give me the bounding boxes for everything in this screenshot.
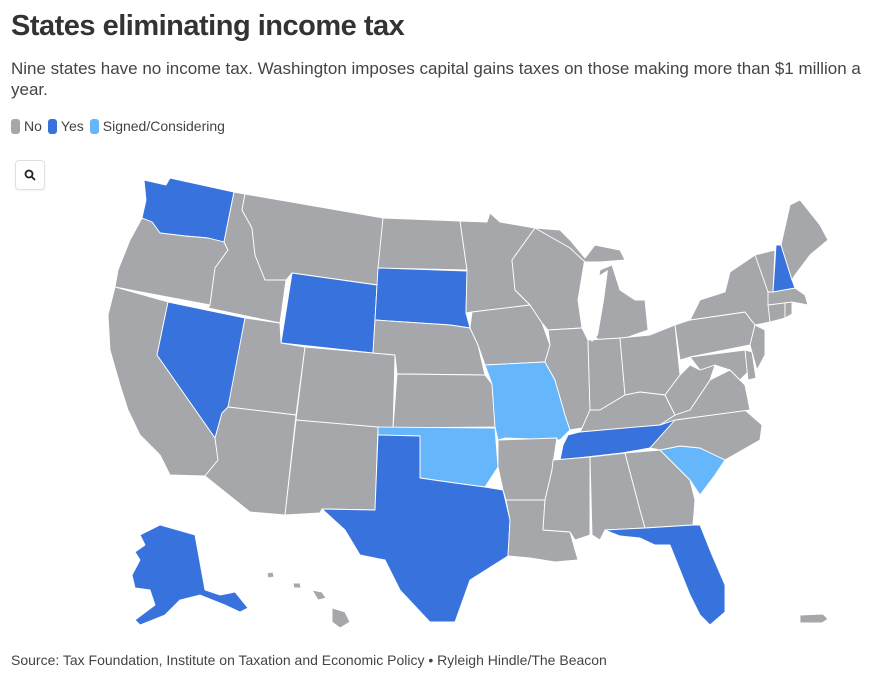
state-alaska[interactable] <box>131 524 249 626</box>
state-colorado[interactable] <box>295 346 396 431</box>
state-mississippi[interactable] <box>542 456 591 541</box>
legend-item-yes[interactable]: Yes <box>47 118 84 134</box>
state-texas[interactable] <box>321 434 511 623</box>
state-hawaii-maui[interactable] <box>311 589 327 601</box>
state-south-dakota[interactable] <box>374 267 471 329</box>
legend-label-signed-considering: Signed/Considering <box>102 118 225 134</box>
state-maine[interactable] <box>780 199 829 281</box>
chart-subtitle: Nine states have no income tax. Washingt… <box>11 59 861 99</box>
legend-swatch-signed-considering <box>89 118 99 134</box>
legend-swatch-no <box>11 118 20 134</box>
states-layer <box>107 177 829 629</box>
zoom-button[interactable] <box>15 160 45 190</box>
legend-item-no[interactable]: No <box>11 118 42 134</box>
state-rhode-island[interactable] <box>784 301 793 319</box>
state-florida[interactable] <box>604 524 726 626</box>
legend-item-signed-considering[interactable]: Signed/Considering <box>89 118 225 134</box>
state-new-mexico[interactable] <box>284 419 379 516</box>
state-kansas[interactable] <box>392 373 496 429</box>
chart-title: States eliminating income tax <box>11 10 405 42</box>
state-hawaii-big[interactable] <box>331 607 351 629</box>
state-michigan[interactable] <box>589 264 649 343</box>
legend-label-no: No <box>24 118 42 134</box>
state-montana[interactable] <box>241 193 384 286</box>
state-wyoming[interactable] <box>280 272 378 354</box>
state-north-dakota[interactable] <box>377 217 468 271</box>
territory-puerto-rico[interactable] <box>799 613 829 624</box>
search-icon <box>24 169 36 181</box>
legend-label-yes: Yes <box>60 118 84 134</box>
legend-swatch-yes <box>47 118 57 134</box>
state-hawaii-oahu[interactable] <box>292 582 302 589</box>
state-delaware[interactable] <box>744 349 757 381</box>
state-hawaii-kauai[interactable] <box>266 571 275 579</box>
state-new-jersey[interactable] <box>749 324 766 371</box>
state-michigan-upper[interactable] <box>534 227 626 263</box>
legend: No Yes Signed/Considering <box>11 118 231 134</box>
source-credit: Source: Tax Foundation, Institute on Tax… <box>11 652 607 668</box>
